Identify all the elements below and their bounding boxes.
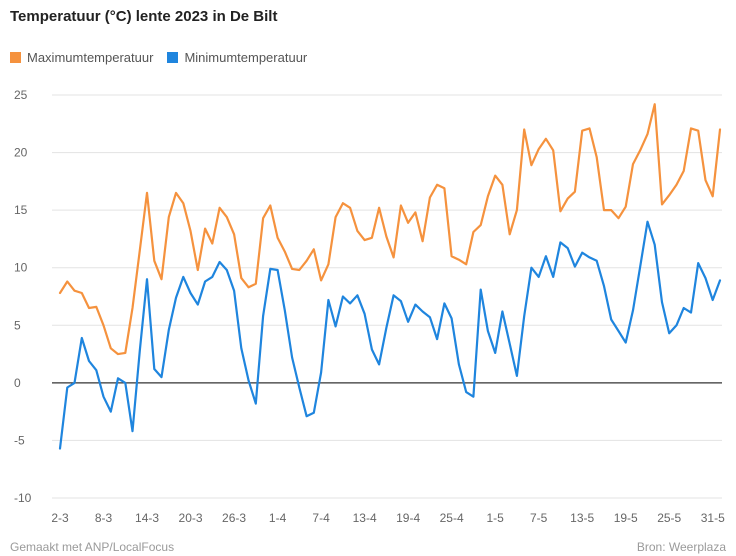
y-tick-label: 10 xyxy=(14,261,28,275)
y-tick-label: 15 xyxy=(14,203,28,217)
x-tick-label: 1-4 xyxy=(269,511,287,525)
x-tick-label: 20-3 xyxy=(179,511,203,525)
x-tick-label: 25-5 xyxy=(657,511,681,525)
legend-item-min[interactable]: Minimumtemperatuur xyxy=(167,50,307,65)
chart-title: Temperatuur (°C) lente 2023 in De Bilt xyxy=(10,8,278,25)
legend-label-min: Minimumtemperatuur xyxy=(184,50,308,65)
x-tick-label: 7-5 xyxy=(530,511,548,525)
source-credit: Bron: Weerplaza xyxy=(636,540,726,554)
legend-swatch-min xyxy=(167,52,179,63)
x-tick-label: 7-4 xyxy=(312,511,330,525)
x-tick-label: 13-4 xyxy=(353,511,377,525)
legend: Maximumtemperatuur Minimumtemperatuur xyxy=(10,50,307,65)
legend-item-max[interactable]: Maximumtemperatuur xyxy=(10,50,153,65)
x-tick-label: 26-3 xyxy=(222,511,246,525)
y-tick-label: 0 xyxy=(14,376,21,390)
x-tick-label: 25-4 xyxy=(440,511,464,525)
x-tick-label: 8-3 xyxy=(95,511,113,525)
x-tick-label: 19-5 xyxy=(614,511,638,525)
x-tick-label: 2-3 xyxy=(51,511,69,525)
y-tick-label: -10 xyxy=(14,491,32,505)
legend-label-max: Maximumtemperatuur xyxy=(27,50,154,65)
legend-swatch-max xyxy=(10,52,21,63)
x-tick-label: 13-5 xyxy=(570,511,594,525)
x-tick-label: 1-5 xyxy=(486,511,504,525)
y-tick-label: 20 xyxy=(14,146,28,160)
series-line-min[interactable] xyxy=(58,220,722,450)
series-line-max[interactable] xyxy=(58,103,722,356)
y-tick-label: -5 xyxy=(14,433,25,447)
made-with-credit: Gemaakt met ANP/LocalFocus xyxy=(10,540,175,554)
x-tick-label: 31-5 xyxy=(701,511,725,525)
y-tick-label: 5 xyxy=(14,318,21,332)
x-tick-label: 19-4 xyxy=(396,511,420,525)
x-tick-label: 14-3 xyxy=(135,511,159,525)
y-tick-label: 25 xyxy=(14,88,28,102)
